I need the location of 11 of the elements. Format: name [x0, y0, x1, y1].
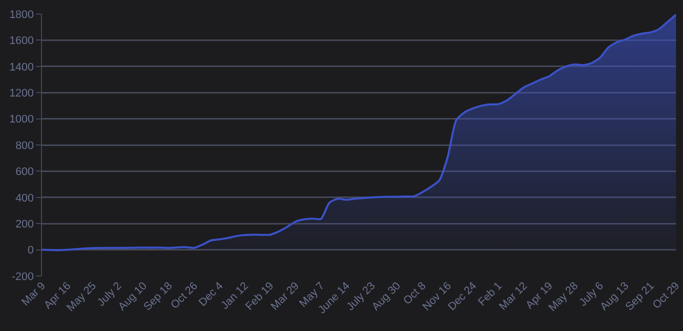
y-tick-label: 600 [15, 166, 34, 178]
y-tick-label: 1200 [9, 87, 34, 100]
y-tick-label: 1400 [9, 61, 34, 74]
y-tick-label: 400 [15, 192, 34, 204]
y-tick-label: 200 [15, 218, 34, 230]
y-tick-label: 1000 [9, 114, 34, 126]
y-tick-label: 0 [28, 244, 34, 257]
y-tick-label: 1600 [9, 35, 34, 48]
y-tick-label: 1800 [9, 8, 34, 21]
y-tick-label: -200 [12, 270, 34, 283]
y-tick-label: 800 [15, 140, 34, 152]
